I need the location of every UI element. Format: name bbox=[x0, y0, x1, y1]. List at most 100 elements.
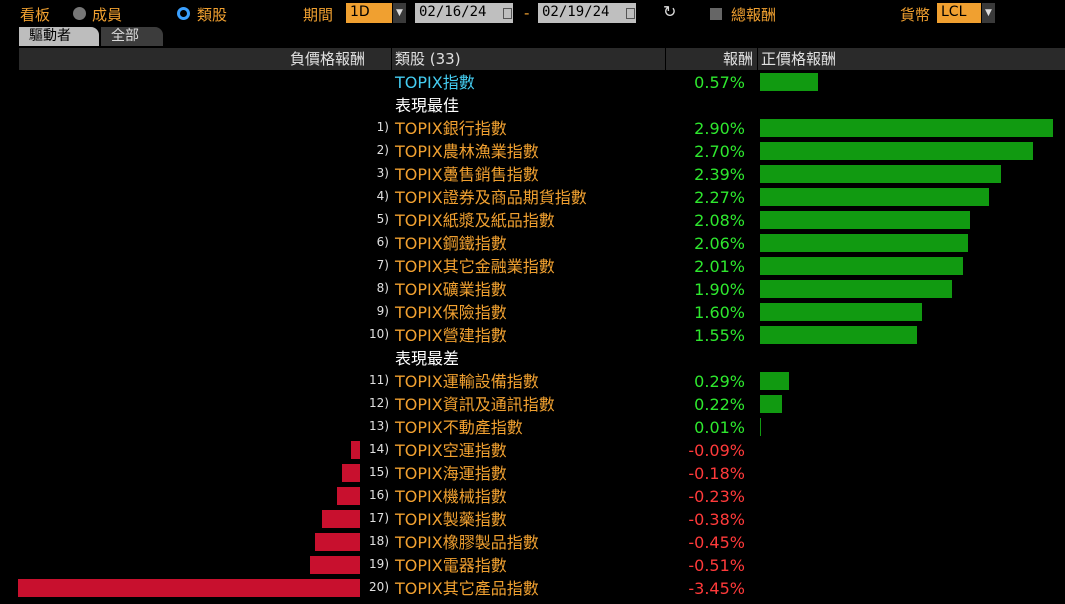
sector-name[interactable]: TOPIX運輸設備指數 bbox=[395, 372, 539, 391]
tab-drivers[interactable]: 驅動者 bbox=[19, 27, 99, 46]
row-rank: 2) bbox=[376, 143, 389, 157]
table-row[interactable]: 11) TOPIX運輸設備指數 0.29% bbox=[0, 370, 1065, 393]
sector-name[interactable]: TOPIX橡膠製品指數 bbox=[395, 533, 539, 552]
return-value: -0.09% bbox=[688, 441, 745, 460]
header-divider bbox=[391, 48, 392, 70]
positive-return-bar bbox=[760, 188, 990, 206]
table-row[interactable]: 3) TOPIX躉售銷售指數 2.39% bbox=[0, 163, 1065, 186]
row-rank: 6) bbox=[376, 235, 389, 249]
sector-name[interactable]: TOPIX機械指數 bbox=[395, 487, 507, 506]
row-rank: 18) bbox=[369, 534, 389, 548]
sector-name[interactable]: TOPIX海運指數 bbox=[395, 464, 507, 483]
section-label: 表現最佳 bbox=[395, 96, 460, 115]
sector-name[interactable]: TOPIX礦業指數 bbox=[395, 280, 507, 299]
table-row[interactable]: 16) TOPIX機械指數 -0.23% bbox=[0, 485, 1065, 508]
sector-name[interactable]: TOPIX不動產指數 bbox=[395, 418, 523, 437]
members-radio[interactable] bbox=[73, 7, 86, 20]
total-return-checkbox[interactable] bbox=[710, 8, 722, 20]
table-row[interactable]: 18) TOPIX橡膠製品指數 -0.45% bbox=[0, 531, 1065, 554]
table-row[interactable]: 12) TOPIX資訊及通訊指數 0.22% bbox=[0, 393, 1065, 416]
pos-return-header: 正價格報酬 bbox=[758, 48, 1065, 70]
sector-name[interactable]: TOPIX銀行指數 bbox=[395, 119, 507, 138]
return-value: -0.18% bbox=[688, 464, 745, 483]
calendar-icon[interactable] bbox=[501, 3, 513, 23]
chevron-down-icon[interactable]: ▼ bbox=[981, 3, 995, 23]
row-rank: 13) bbox=[369, 419, 389, 433]
sector-name[interactable]: TOPIX鋼鐵指數 bbox=[395, 234, 507, 253]
table-row[interactable]: 9) TOPIX保險指數 1.60% bbox=[0, 301, 1065, 324]
sector-name[interactable]: TOPIX營建指數 bbox=[395, 326, 507, 345]
tab-all[interactable]: 全部 bbox=[101, 27, 163, 46]
return-header[interactable]: 報酬 bbox=[666, 48, 757, 70]
negative-return-bar bbox=[342, 464, 360, 482]
sector-name[interactable]: TOPIX其它金融業指數 bbox=[395, 257, 555, 276]
header-divider bbox=[757, 48, 758, 70]
sector-name[interactable]: TOPIX指數 bbox=[395, 73, 475, 92]
row-rank: 8) bbox=[376, 281, 389, 295]
date-separator: - bbox=[524, 4, 530, 22]
return-value: 2.39% bbox=[694, 165, 745, 184]
positive-return-bar bbox=[760, 142, 1033, 160]
date-to-input[interactable]: 02/19/24 bbox=[538, 3, 624, 23]
table-row[interactable]: TOPIX指數 0.57% bbox=[0, 71, 1065, 94]
negative-return-bar bbox=[351, 441, 360, 459]
positive-return-bar bbox=[760, 257, 963, 275]
table-row[interactable]: 4) TOPIX證券及商品期貨指數 2.27% bbox=[0, 186, 1065, 209]
period-dropdown[interactable]: 1D bbox=[346, 3, 392, 23]
row-rank: 7) bbox=[376, 258, 389, 272]
calendar-icon[interactable] bbox=[624, 3, 636, 23]
table-row[interactable]: 8) TOPIX礦業指數 1.90% bbox=[0, 278, 1065, 301]
refresh-icon[interactable]: ↻ bbox=[663, 2, 677, 21]
sector-name[interactable]: TOPIX其它產品指數 bbox=[395, 579, 539, 598]
table-row[interactable]: 5) TOPIX紙漿及紙品指數 2.08% bbox=[0, 209, 1065, 232]
table-row[interactable]: 7) TOPIX其它金融業指數 2.01% bbox=[0, 255, 1065, 278]
board-label: 看板 bbox=[20, 6, 51, 24]
chevron-down-icon[interactable]: ▼ bbox=[392, 3, 406, 23]
table-row[interactable]: 2) TOPIX農林漁業指數 2.70% bbox=[0, 140, 1065, 163]
currency-dropdown[interactable]: LCL bbox=[937, 3, 981, 23]
return-value: 0.29% bbox=[694, 372, 745, 391]
sector-name[interactable]: TOPIX躉售銷售指數 bbox=[395, 165, 539, 184]
members-label[interactable]: 成員 bbox=[92, 6, 123, 24]
row-rank: 9) bbox=[376, 304, 389, 318]
sectors-radio[interactable] bbox=[177, 7, 190, 20]
return-value: 0.01% bbox=[694, 418, 745, 437]
table-row[interactable]: 14) TOPIX空運指數 -0.09% bbox=[0, 439, 1065, 462]
return-value: 1.55% bbox=[694, 326, 745, 345]
return-value: 0.22% bbox=[694, 395, 745, 414]
section-label-row: 表現最差 bbox=[0, 347, 1065, 370]
table-row[interactable]: 1) TOPIX銀行指數 2.90% bbox=[0, 117, 1065, 140]
date-from-input[interactable]: 02/16/24 bbox=[415, 3, 501, 23]
return-value: 1.90% bbox=[694, 280, 745, 299]
positive-return-bar bbox=[760, 211, 971, 229]
sector-name[interactable]: TOPIX製藥指數 bbox=[395, 510, 507, 529]
table-row[interactable]: 10) TOPIX營建指數 1.55% bbox=[0, 324, 1065, 347]
table-row[interactable]: 15) TOPIX海運指數 -0.18% bbox=[0, 462, 1065, 485]
table-row[interactable]: 20) TOPIX其它產品指數 -3.45% bbox=[0, 577, 1065, 600]
return-value: -0.38% bbox=[688, 510, 745, 529]
sector-name[interactable]: TOPIX資訊及通訊指數 bbox=[395, 395, 555, 414]
total-return-label[interactable]: 總報酬 bbox=[731, 6, 777, 24]
return-value: -0.45% bbox=[688, 533, 745, 552]
table-row[interactable]: 17) TOPIX製藥指數 -0.38% bbox=[0, 508, 1065, 531]
table-row[interactable]: 19) TOPIX電器指數 -0.51% bbox=[0, 554, 1065, 577]
return-value: -0.51% bbox=[688, 556, 745, 575]
row-rank: 16) bbox=[369, 488, 389, 502]
sector-name[interactable]: TOPIX證券及商品期貨指數 bbox=[395, 188, 587, 207]
positive-return-bar bbox=[760, 73, 818, 91]
negative-return-bar bbox=[309, 556, 360, 574]
sector-name[interactable]: TOPIX電器指數 bbox=[395, 556, 507, 575]
section-label: 表現最差 bbox=[395, 349, 460, 368]
row-rank: 11) bbox=[369, 373, 389, 387]
positive-return-bar bbox=[760, 119, 1053, 137]
sectors-label[interactable]: 類股 bbox=[197, 6, 228, 24]
sector-name[interactable]: TOPIX空運指數 bbox=[395, 441, 507, 460]
row-rank: 14) bbox=[369, 442, 389, 456]
sector-name[interactable]: TOPIX紙漿及紙品指數 bbox=[395, 211, 555, 230]
table-row[interactable]: 6) TOPIX鋼鐵指數 2.06% bbox=[0, 232, 1065, 255]
currency-label: 貨幣 bbox=[900, 6, 931, 24]
sector-name[interactable]: TOPIX農林漁業指數 bbox=[395, 142, 539, 161]
sector-name-header[interactable]: 類股 (33) bbox=[392, 48, 665, 70]
table-row[interactable]: 13) TOPIX不動產指數 0.01% bbox=[0, 416, 1065, 439]
sector-name[interactable]: TOPIX保險指數 bbox=[395, 303, 507, 322]
